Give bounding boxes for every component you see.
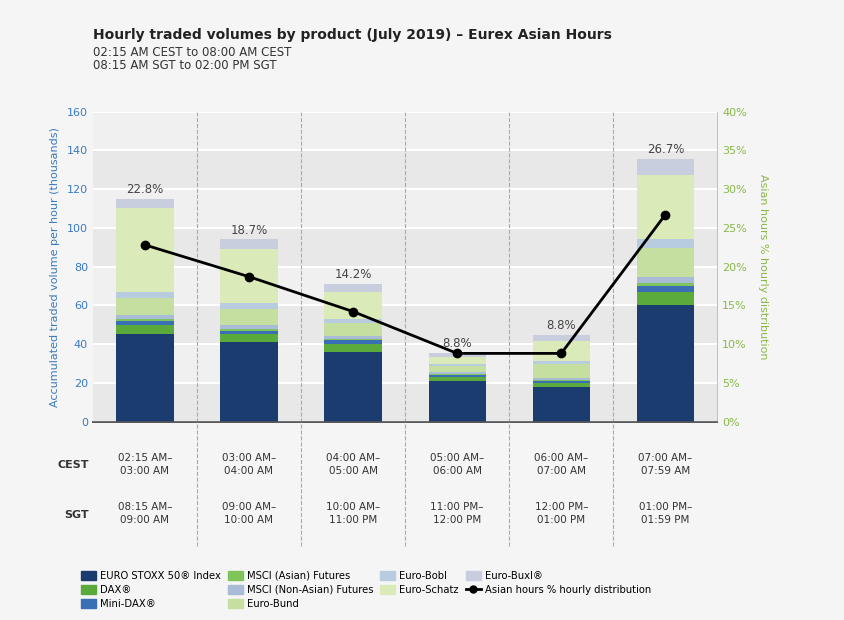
Bar xyxy=(116,325,174,334)
Text: 04:00 AM–
05:00 AM: 04:00 AM– 05:00 AM xyxy=(326,453,380,476)
Text: 10:00 AM–
11:00 PM: 10:00 AM– 11:00 PM xyxy=(326,502,380,525)
Text: 14.2%: 14.2% xyxy=(334,268,371,281)
Text: 8.8%: 8.8% xyxy=(442,337,472,350)
Bar xyxy=(533,381,590,383)
Bar xyxy=(324,339,381,340)
Text: 08:15 AM SGT to 02:00 PM SGT: 08:15 AM SGT to 02:00 PM SGT xyxy=(93,59,277,72)
Bar xyxy=(324,352,381,422)
Bar xyxy=(533,383,590,387)
Text: 8.8%: 8.8% xyxy=(546,319,576,332)
Bar xyxy=(220,330,278,334)
Y-axis label: Accumulated traded volume per hour (thousands): Accumulated traded volume per hour (thou… xyxy=(50,126,60,407)
Text: 07:00 AM–
07:59 AM: 07:00 AM– 07:59 AM xyxy=(638,453,692,476)
Bar xyxy=(636,248,694,277)
Bar xyxy=(220,249,278,303)
Bar xyxy=(636,283,694,286)
Bar xyxy=(220,329,278,330)
Bar xyxy=(220,303,278,309)
Bar xyxy=(636,292,694,306)
Text: 01:00 PM–
01:59 PM: 01:00 PM– 01:59 PM xyxy=(639,502,692,525)
Bar xyxy=(636,159,694,175)
Bar xyxy=(429,365,486,366)
Bar xyxy=(636,277,694,283)
Bar xyxy=(533,378,590,380)
Bar xyxy=(116,199,174,208)
Y-axis label: Asian hours % hourly distribution: Asian hours % hourly distribution xyxy=(758,174,768,360)
Bar xyxy=(429,353,486,356)
Text: 05:00 AM–
06:00 AM: 05:00 AM– 06:00 AM xyxy=(430,453,484,476)
Text: 02:15 AM CEST to 08:00 AM CEST: 02:15 AM CEST to 08:00 AM CEST xyxy=(93,46,291,60)
Bar xyxy=(533,365,590,378)
Text: 03:00 AM–
04:00 AM: 03:00 AM– 04:00 AM xyxy=(222,453,276,476)
Text: 08:15 AM–
09:00 AM: 08:15 AM– 09:00 AM xyxy=(117,502,172,525)
Text: CEST: CEST xyxy=(57,460,89,470)
Bar xyxy=(533,380,590,381)
Bar xyxy=(324,340,381,344)
Bar xyxy=(429,381,486,422)
Text: 02:15 AM–
03:00 AM: 02:15 AM– 03:00 AM xyxy=(117,453,172,476)
Bar xyxy=(93,228,717,267)
Bar xyxy=(533,361,590,365)
Text: 26.7%: 26.7% xyxy=(647,143,684,156)
Bar xyxy=(220,239,278,249)
Bar xyxy=(93,344,717,383)
Bar xyxy=(220,342,278,422)
Bar xyxy=(116,315,174,319)
Bar xyxy=(533,387,590,422)
Bar xyxy=(636,239,694,248)
Bar xyxy=(220,334,278,342)
Text: 12:00 PM–
01:00 PM: 12:00 PM– 01:00 PM xyxy=(534,502,588,525)
Bar xyxy=(93,267,717,306)
Bar xyxy=(429,372,486,374)
Bar xyxy=(533,341,590,361)
Bar xyxy=(429,366,486,372)
Bar xyxy=(324,284,381,292)
Bar xyxy=(93,112,717,151)
Text: 11:00 PM–
12:00 PM: 11:00 PM– 12:00 PM xyxy=(430,502,484,525)
Bar xyxy=(636,306,694,422)
Legend: EURO STOXX 50® Index, DAX®, Mini-DAX®, MSCI (Asian) Futures, MSCI (Non-Asian) Fu: EURO STOXX 50® Index, DAX®, Mini-DAX®, M… xyxy=(81,571,651,609)
Bar xyxy=(116,292,174,298)
Bar xyxy=(116,321,174,325)
Bar xyxy=(533,335,590,341)
Text: 09:00 AM–
10:00 AM: 09:00 AM– 10:00 AM xyxy=(222,502,276,525)
Bar xyxy=(429,375,486,377)
Bar xyxy=(324,323,381,336)
Bar xyxy=(116,319,174,321)
Bar xyxy=(324,319,381,323)
Bar xyxy=(220,309,278,325)
Bar xyxy=(429,374,486,375)
Bar xyxy=(93,189,717,228)
Bar xyxy=(220,325,278,329)
Bar xyxy=(116,298,174,315)
Text: 06:00 AM–
07:00 AM: 06:00 AM– 07:00 AM xyxy=(534,453,588,476)
Bar xyxy=(429,377,486,381)
Text: Hourly traded volumes by product (July 2019) – Eurex Asian Hours: Hourly traded volumes by product (July 2… xyxy=(93,28,612,42)
Bar xyxy=(636,175,694,239)
Bar xyxy=(324,336,381,339)
Bar xyxy=(324,344,381,352)
Bar xyxy=(93,306,717,344)
Bar xyxy=(636,286,694,292)
Bar xyxy=(116,208,174,292)
Text: 22.8%: 22.8% xyxy=(127,183,164,196)
Bar xyxy=(93,383,717,422)
Bar xyxy=(116,334,174,422)
Bar xyxy=(324,292,381,319)
Text: SGT: SGT xyxy=(64,510,89,520)
Text: 18.7%: 18.7% xyxy=(230,224,268,237)
Bar xyxy=(429,356,486,365)
Bar xyxy=(93,151,717,189)
